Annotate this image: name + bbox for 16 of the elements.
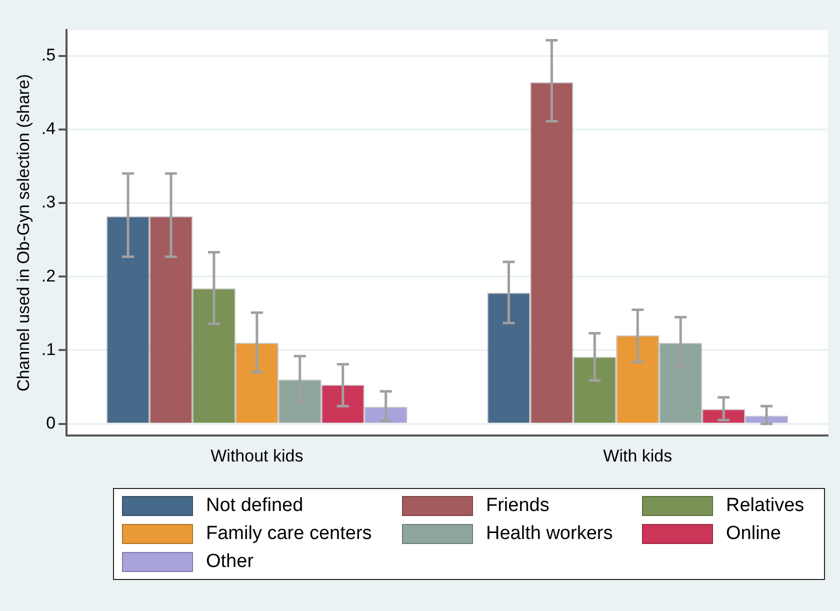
legend-label: Relatives <box>726 495 804 517</box>
y-tick-label: .1 <box>41 340 56 359</box>
x-tick-label: Without kids <box>210 446 304 466</box>
y-tick-label: .3 <box>41 192 56 212</box>
y-axis-title: Channel used in Ob-Gyn selection (share) <box>14 74 33 392</box>
legend-label: Family care centers <box>206 523 372 545</box>
legend-label: Other <box>206 551 254 573</box>
y-tick-label: .5 <box>41 45 56 64</box>
legend-label: Friends <box>486 495 550 517</box>
legend-label: Health workers <box>486 523 613 545</box>
x-tick-label: With kids <box>603 446 672 466</box>
y-tick-label: .4 <box>41 119 56 138</box>
legend-label: Not defined <box>206 495 304 517</box>
y-tick-label: .2 <box>41 266 56 286</box>
legend-label: Online <box>726 523 781 545</box>
y-tick-label: 0 <box>46 414 56 433</box>
